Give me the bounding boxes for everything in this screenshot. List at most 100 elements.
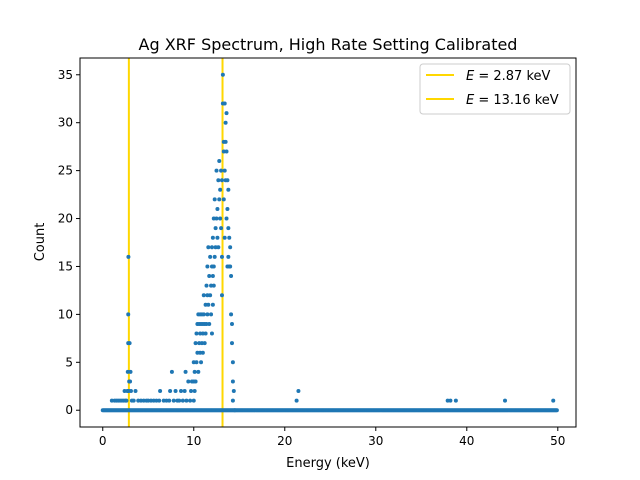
data-point: [215, 206, 220, 211]
data-point: [193, 341, 198, 346]
data-point: [224, 111, 229, 116]
data-point: [226, 254, 231, 259]
data-point: [207, 274, 212, 279]
data-point: [182, 389, 187, 394]
data-point: [199, 360, 204, 365]
data-point: [453, 398, 458, 403]
data-point: [128, 379, 133, 384]
data-point: [204, 283, 209, 288]
data-point: [200, 350, 205, 355]
data-point: [230, 379, 235, 384]
data-point: [208, 254, 213, 259]
data-point: [127, 341, 132, 346]
data-point: [219, 226, 224, 231]
data-point: [225, 178, 230, 183]
data-point: [184, 398, 189, 403]
data-point: [128, 389, 133, 394]
data-point: [219, 293, 224, 298]
data-point: [193, 379, 198, 384]
data-point: [180, 398, 185, 403]
data-point: [226, 187, 231, 192]
data-point: [219, 254, 224, 259]
data-point: [186, 379, 191, 384]
data-point: [213, 226, 218, 231]
data-point: [206, 245, 211, 250]
data-point: [222, 168, 227, 173]
chart-title: Ag XRF Spectrum, High Rate Setting Calib…: [139, 35, 518, 54]
y-axis-label: Count: [33, 223, 48, 262]
data-point: [168, 389, 173, 394]
data-point: [128, 369, 133, 374]
y-tick-label: 20: [58, 212, 73, 226]
data-point: [551, 398, 556, 403]
data-point: [205, 312, 210, 317]
data-point: [126, 312, 131, 317]
y-tick-label: 0: [65, 403, 73, 417]
data-point: [194, 331, 199, 336]
data-point: [211, 264, 216, 269]
data-point: [227, 235, 232, 240]
data-point: [217, 197, 222, 202]
data-point: [191, 398, 196, 403]
data-point: [124, 398, 129, 403]
data-point: [131, 398, 136, 403]
data-point: [207, 321, 212, 326]
data-point: [554, 408, 559, 413]
y-tick-label: 5: [65, 355, 73, 369]
data-point: [209, 312, 214, 317]
x-axis-ticks: 0 10 20 30 40 50: [99, 427, 565, 448]
data-point: [212, 197, 217, 202]
data-point: [179, 389, 184, 394]
y-axis-ticks: 0 5 10 15 20 25 30 35: [58, 68, 80, 417]
legend-box: [419, 63, 571, 115]
legend-label-2: E = 13.16 keV: [466, 93, 559, 108]
data-point: [218, 216, 223, 221]
data-point: [226, 226, 231, 231]
data-point: [194, 360, 199, 365]
data-point: [224, 216, 229, 221]
data-point: [229, 321, 234, 326]
data-point: [231, 389, 236, 394]
data-point: [126, 254, 131, 259]
data-point: [169, 369, 174, 374]
data-point: [230, 398, 235, 403]
data-point: [157, 398, 162, 403]
data-point: [228, 264, 233, 269]
data-point: [210, 274, 215, 279]
data-point: [294, 398, 299, 403]
data-point: [448, 398, 453, 403]
data-point: [189, 389, 194, 394]
x-tick-label: 10: [186, 434, 201, 448]
y-tick-label: 15: [58, 259, 73, 273]
data-point: [206, 302, 211, 307]
legend-label-1: E = 2.87 keV: [466, 69, 551, 84]
data-point: [192, 389, 197, 394]
data-point: [223, 120, 228, 125]
data-point: [210, 302, 215, 307]
data-point: [167, 398, 172, 403]
x-tick-label: 0: [99, 434, 107, 448]
data-point: [229, 341, 234, 346]
data-point: [230, 360, 235, 365]
data-point: [201, 293, 206, 298]
data-point: [223, 139, 228, 144]
data-point: [229, 274, 234, 279]
x-tick-label: 40: [459, 434, 474, 448]
data-point: [503, 398, 508, 403]
data-point: [158, 389, 163, 394]
reference-lines: [127, 58, 224, 427]
y-tick-label: 25: [58, 164, 73, 178]
data-point: [133, 389, 138, 394]
y-tick-label: 35: [58, 68, 73, 82]
data-point: [216, 178, 221, 183]
data-point: [232, 408, 237, 413]
data-point: [177, 398, 182, 403]
legend: E = 2.87 keV E = 13.16 keV: [419, 63, 571, 115]
data-point: [188, 398, 193, 403]
data-point: [225, 206, 230, 211]
x-tick-label: 50: [550, 434, 565, 448]
data-point: [183, 369, 188, 374]
data-point: [216, 245, 221, 250]
data-point: [173, 389, 178, 394]
